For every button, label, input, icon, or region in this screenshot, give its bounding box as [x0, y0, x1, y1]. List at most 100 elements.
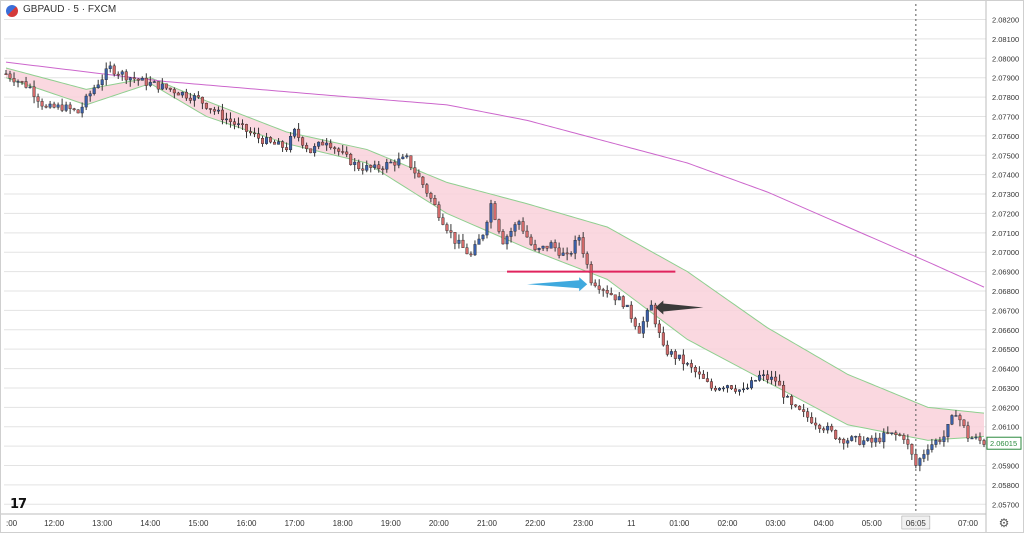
candle-body[interactable]	[257, 133, 261, 139]
candle-body[interactable]	[834, 430, 838, 439]
candle-body[interactable]	[52, 103, 56, 108]
candle-body[interactable]	[240, 123, 244, 125]
candle-body[interactable]	[553, 242, 557, 249]
candle-body[interactable]	[337, 148, 341, 152]
candle-body[interactable]	[846, 440, 850, 444]
candle-body[interactable]	[176, 92, 180, 96]
candle-body[interactable]	[429, 193, 433, 199]
candle-body[interactable]	[569, 253, 573, 255]
candle-body[interactable]	[160, 83, 164, 90]
candle-body[interactable]	[513, 224, 517, 232]
candle-body[interactable]	[529, 236, 533, 245]
candle-body[interactable]	[597, 285, 601, 290]
candle-body[interactable]	[525, 230, 529, 238]
candle-body[interactable]	[373, 164, 377, 168]
candle-body[interactable]	[858, 435, 862, 445]
candle-body[interactable]	[649, 304, 653, 311]
candle-body[interactable]	[609, 293, 613, 296]
candle-body[interactable]	[44, 105, 48, 108]
candle-body[interactable]	[433, 198, 437, 205]
candle-body[interactable]	[641, 321, 645, 334]
candle-body[interactable]	[289, 135, 293, 151]
candle-body[interactable]	[417, 172, 421, 178]
candle-body[interactable]	[329, 142, 333, 148]
candle-body[interactable]	[349, 154, 353, 165]
candle-body[interactable]	[172, 89, 176, 94]
candle-body[interactable]	[830, 425, 834, 431]
candle-body[interactable]	[305, 145, 309, 149]
candle-body[interactable]	[661, 332, 665, 346]
candle-body[interactable]	[962, 419, 966, 426]
candle-body[interactable]	[701, 373, 705, 379]
candle-body[interactable]	[601, 289, 605, 291]
candle-body[interactable]	[393, 161, 397, 166]
candle-body[interactable]	[317, 141, 321, 147]
candle-body[interactable]	[669, 351, 673, 355]
candle-body[interactable]	[333, 147, 337, 150]
candle-body[interactable]	[28, 86, 32, 89]
gear-icon[interactable]: ⚙	[998, 516, 1010, 530]
candle-body[interactable]	[409, 155, 413, 168]
candle-body[interactable]	[465, 247, 469, 255]
candle-body[interactable]	[978, 436, 982, 441]
candle-body[interactable]	[842, 439, 846, 444]
candle-body[interactable]	[469, 253, 473, 256]
candle-body[interactable]	[517, 221, 521, 225]
candle-body[interactable]	[954, 415, 958, 417]
candle-body[interactable]	[208, 108, 212, 110]
candle-body[interactable]	[265, 137, 269, 144]
candle-body[interactable]	[493, 203, 497, 220]
candle-body[interactable]	[549, 242, 553, 249]
candle-body[interactable]	[425, 184, 429, 194]
candle-body[interactable]	[473, 244, 477, 256]
candle-body[interactable]	[577, 237, 581, 241]
candle-body[interactable]	[910, 444, 914, 455]
candle-body[interactable]	[168, 87, 172, 90]
candle-body[interactable]	[341, 151, 345, 153]
candle-body[interactable]	[625, 304, 629, 308]
candle-body[interactable]	[689, 363, 693, 368]
candle-body[interactable]	[754, 380, 758, 382]
candle-body[interactable]	[377, 164, 381, 170]
candle-body[interactable]	[325, 142, 329, 146]
candle-body[interactable]	[750, 380, 754, 389]
candle-body[interactable]	[637, 326, 641, 334]
candle-body[interactable]	[766, 374, 770, 380]
candle-body[interactable]	[204, 102, 208, 109]
candle-body[interactable]	[249, 131, 253, 134]
candle-body[interactable]	[421, 176, 425, 185]
candle-body[interactable]	[725, 385, 729, 389]
candle-body[interactable]	[585, 253, 589, 265]
candle-body[interactable]	[922, 454, 926, 459]
candle-body[interactable]	[665, 344, 669, 355]
candle-body[interactable]	[938, 440, 942, 442]
candle-body[interactable]	[926, 449, 930, 455]
candle-body[interactable]	[8, 73, 12, 79]
candle-body[interactable]	[850, 436, 854, 441]
candle-body[interactable]	[737, 389, 741, 392]
candle-body[interactable]	[729, 385, 733, 390]
candle-body[interactable]	[369, 165, 373, 168]
candle-body[interactable]	[565, 252, 569, 255]
candle-body[interactable]	[930, 444, 934, 450]
candle-body[interactable]	[136, 78, 140, 81]
candle-body[interactable]	[862, 440, 866, 445]
candle-body[interactable]	[790, 396, 794, 406]
candle-body[interactable]	[826, 425, 830, 431]
candle-body[interactable]	[156, 81, 160, 90]
candle-body[interactable]	[693, 367, 697, 373]
candle-body[interactable]	[192, 95, 196, 101]
candle-body[interactable]	[104, 68, 108, 80]
candle-body[interactable]	[216, 109, 220, 112]
candle-body[interactable]	[629, 304, 633, 319]
candle-body[interactable]	[88, 93, 92, 97]
candle-body[interactable]	[481, 234, 485, 240]
candle-body[interactable]	[621, 296, 625, 308]
candle-body[interactable]	[353, 161, 357, 165]
candle-body[interactable]	[878, 437, 882, 443]
candle-body[interactable]	[453, 232, 457, 244]
candle-body[interactable]	[261, 138, 265, 144]
candle-body[interactable]	[822, 428, 826, 431]
candle-body[interactable]	[232, 121, 236, 125]
candle-body[interactable]	[533, 244, 537, 250]
